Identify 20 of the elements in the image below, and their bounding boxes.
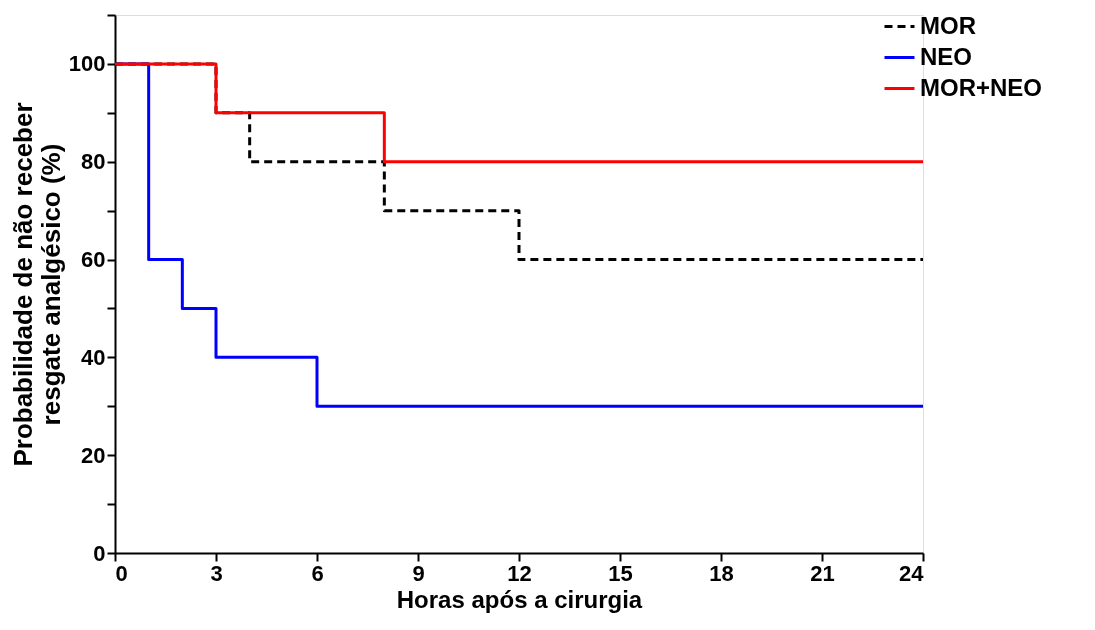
x-tick-label: 6 bbox=[311, 560, 324, 586]
x-tick-label: 21 bbox=[810, 560, 835, 586]
legend-label: MOR+NEO bbox=[920, 73, 1043, 101]
legend-label: NEO bbox=[920, 42, 973, 70]
y-tick-label: 0 bbox=[93, 540, 106, 566]
x-axis-title: Horas após a cirurgia bbox=[396, 585, 643, 613]
y-tick-label: 100 bbox=[68, 51, 106, 77]
legend-label: MOR bbox=[920, 11, 976, 39]
y-axis-title: Probabilidade de não receber resgate analgésico (%) bbox=[7, 102, 66, 467]
x-tick-label: 12 bbox=[507, 560, 532, 586]
x-tick-label: 9 bbox=[412, 560, 425, 586]
y-tick-label: 20 bbox=[81, 442, 106, 468]
y-tick-label: 80 bbox=[81, 149, 106, 175]
x-tick-label: 0 bbox=[115, 560, 128, 586]
x-tick-label: 15 bbox=[608, 560, 633, 586]
x-tick-label: 24 bbox=[899, 560, 925, 586]
y-tick-label: 60 bbox=[81, 247, 106, 273]
y-tick-label: 40 bbox=[81, 344, 106, 370]
x-tick-label: 3 bbox=[210, 560, 223, 586]
x-tick-label: 18 bbox=[709, 560, 734, 586]
